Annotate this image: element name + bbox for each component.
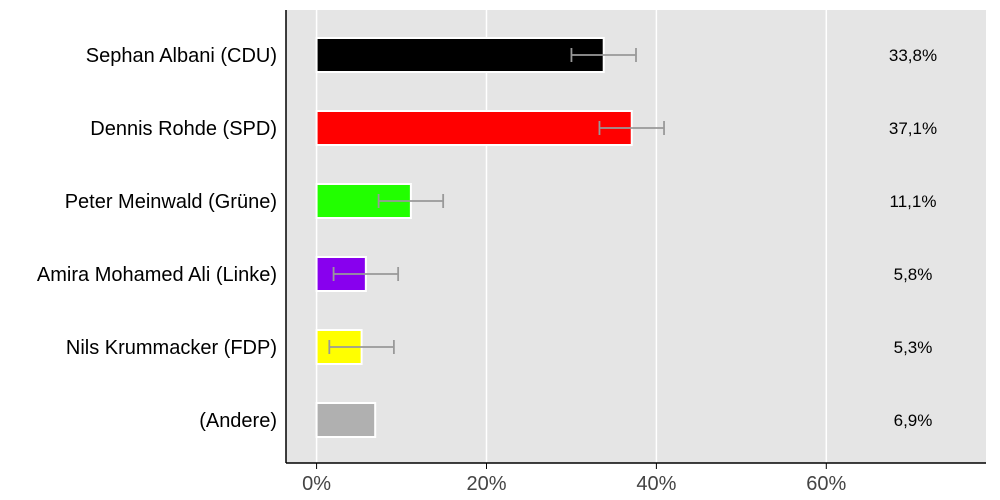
category-labels: Sephan Albani (CDU) Dennis Rohde (SPD) Pet… [37, 45, 277, 432]
value-label: 33,8% [889, 46, 937, 65]
value-label: 37,1% [889, 119, 937, 138]
x-tick-label: 0% [302, 473, 331, 495]
x-tick-label: 60% [806, 473, 846, 495]
category-label: (Andere) [199, 410, 277, 432]
bar-1 [315, 110, 633, 146]
value-label: 11,1% [890, 192, 937, 211]
category-label: Sephan Albani (CDU) [86, 45, 277, 67]
value-label: 6,9% [894, 411, 933, 430]
grid-lines [315, 10, 828, 463]
category-label: Amira Mohamed Ali (Linke) [37, 264, 277, 286]
plot-background [286, 10, 986, 463]
x-tick-label: 40% [636, 473, 676, 495]
value-label: 5,8% [894, 265, 933, 284]
x-axis-ticks: 0% 20% 40% 60% [302, 463, 847, 495]
category-label: Nils Krummacker (FDP) [66, 337, 277, 359]
category-label: Peter Meinwald (Grüne) [65, 191, 277, 213]
value-label: 5,3% [894, 338, 933, 357]
x-tick-label: 20% [466, 473, 506, 495]
category-label: Dennis Rohde (SPD) [90, 118, 277, 140]
bar-5 [315, 402, 377, 438]
error-bars [328, 48, 665, 354]
value-labels: 33,8% 37,1% 11,1% 5,8% 5,3% 6,9% [889, 46, 937, 430]
bar-0 [315, 37, 605, 73]
